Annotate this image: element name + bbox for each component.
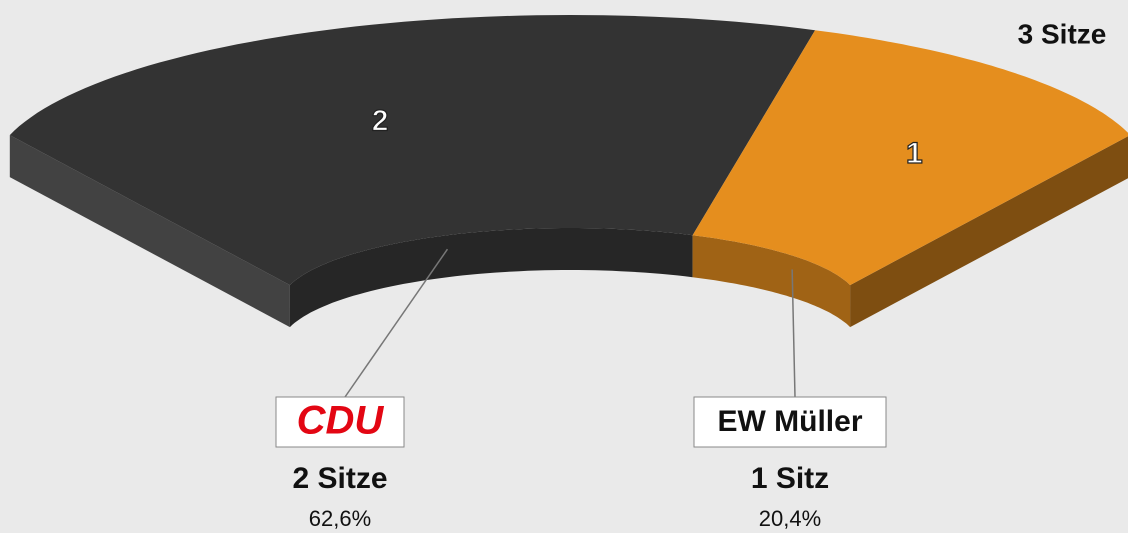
segment-value: 1 bbox=[906, 137, 923, 170]
leader-line bbox=[791, 269, 796, 398]
share-label: 20,4% bbox=[759, 506, 821, 531]
share-label: 62,6% bbox=[309, 506, 371, 531]
end-face bbox=[850, 136, 1128, 328]
party-label: CDU bbox=[297, 399, 385, 443]
seat-segment bbox=[692, 30, 1128, 286]
total-label: 3 Sitze bbox=[1018, 18, 1107, 49]
inner-wall bbox=[692, 235, 851, 328]
segment-value: 2 bbox=[372, 104, 389, 137]
seat-segment bbox=[9, 15, 816, 286]
seat-label: 2 Sitze bbox=[292, 462, 387, 495]
end-face bbox=[9, 135, 290, 328]
party-label: EW Müller bbox=[717, 405, 862, 438]
leader-line bbox=[344, 248, 449, 398]
inner-wall bbox=[289, 228, 693, 328]
party-box bbox=[693, 396, 887, 448]
seat-label: 1 Sitz bbox=[751, 462, 829, 495]
party-box bbox=[275, 396, 405, 448]
